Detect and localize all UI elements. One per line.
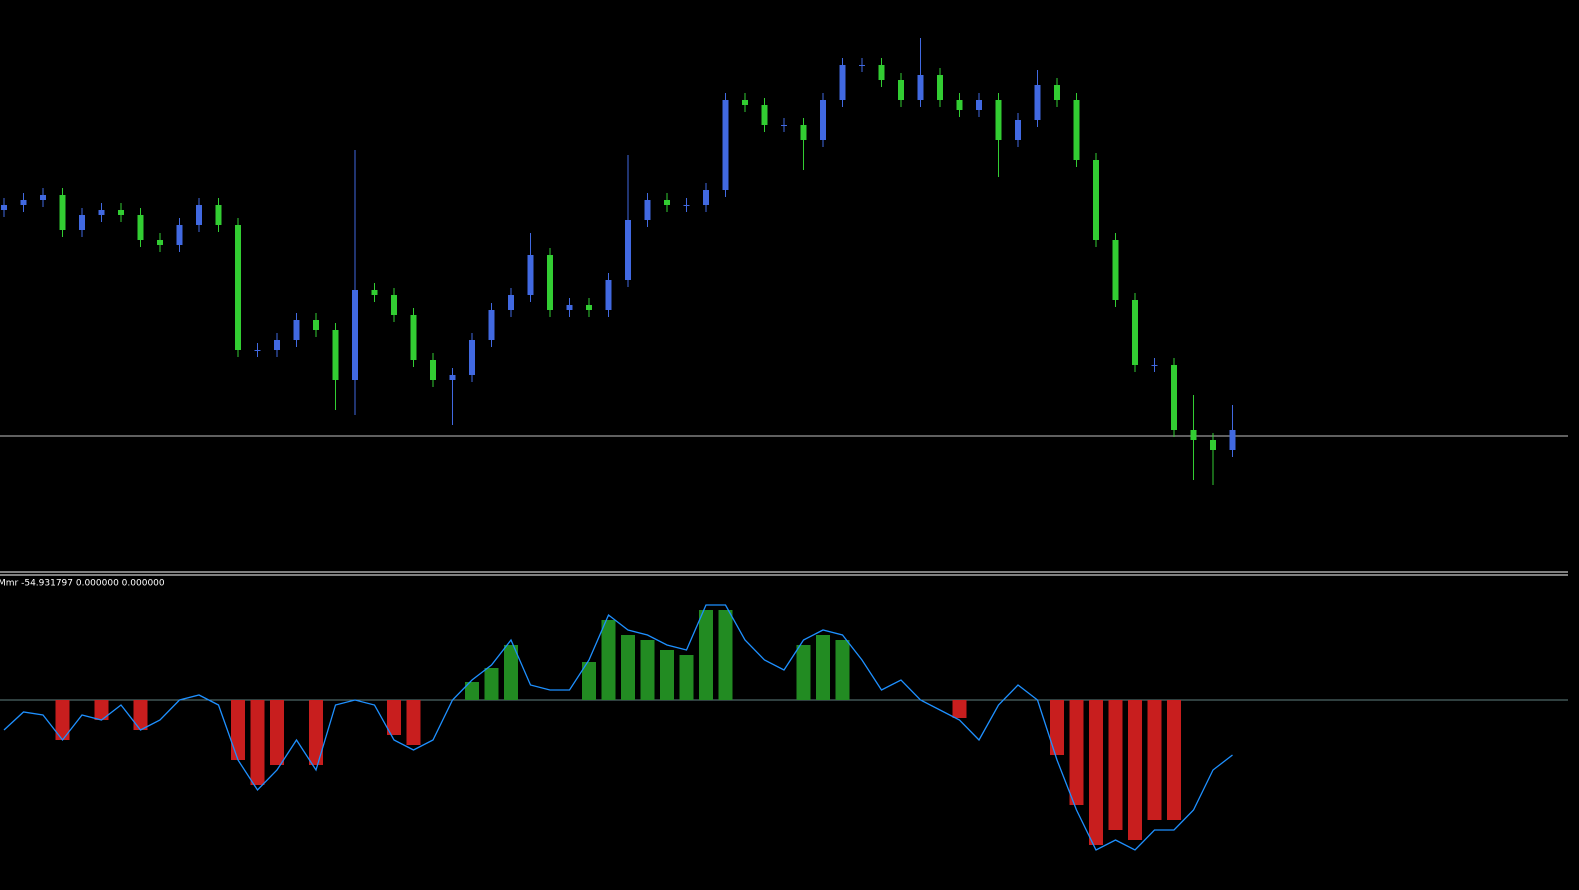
candle-body	[59, 195, 66, 230]
candle-body	[137, 215, 144, 240]
candle-body	[781, 125, 787, 126]
histogram-bar	[94, 700, 109, 720]
indicator-line	[3, 604, 1233, 851]
candle-body	[664, 200, 670, 205]
histogram-bar	[484, 668, 499, 700]
candle-body	[1054, 85, 1060, 100]
candle-body	[449, 375, 456, 380]
candle-body	[79, 215, 85, 230]
candle-body	[1034, 85, 1041, 120]
candle-body	[1, 205, 7, 210]
candle-body	[1073, 100, 1080, 160]
histogram-bar	[1089, 700, 1103, 845]
histogram-bar	[718, 610, 733, 700]
histogram-bar	[1128, 700, 1142, 840]
histogram-bar	[1167, 700, 1181, 820]
histogram-bar	[231, 700, 245, 760]
histogram-bar	[660, 650, 674, 700]
candle-body	[605, 280, 612, 310]
candle-body	[1151, 365, 1158, 366]
histogram-bar	[796, 645, 811, 700]
candle-body	[469, 340, 475, 375]
candle-body	[527, 255, 534, 295]
candle-body	[40, 195, 46, 200]
histogram-bar	[621, 635, 635, 700]
candle-body	[293, 320, 300, 340]
candle-body	[410, 315, 417, 360]
candle-body	[215, 205, 222, 225]
candle-body	[20, 200, 27, 205]
histogram-bar	[1069, 700, 1084, 805]
candle-body	[157, 240, 163, 245]
candle-body	[898, 80, 904, 100]
candle-body	[1132, 300, 1138, 365]
histogram-bar	[601, 620, 616, 700]
candle-body	[1190, 430, 1197, 440]
candle-body	[1015, 120, 1021, 140]
candle-body	[976, 100, 982, 110]
candle-body	[839, 65, 846, 100]
histogram-bar	[406, 700, 421, 745]
candle-body	[235, 225, 241, 350]
candle-body	[742, 100, 748, 105]
candle-body	[1229, 430, 1236, 450]
candle-body	[820, 100, 826, 140]
histogram-bar	[640, 640, 655, 700]
histogram-bar	[1147, 700, 1162, 820]
candle-body	[352, 290, 358, 380]
candle-body	[917, 75, 924, 100]
candle-body	[254, 350, 261, 351]
candle-body	[118, 210, 124, 215]
candle-body	[1171, 365, 1177, 430]
candle-body	[878, 65, 885, 80]
candle-body	[956, 100, 963, 110]
candle-body	[1093, 160, 1099, 240]
candle-body	[313, 320, 319, 330]
candle-body	[722, 100, 729, 190]
candle-body	[391, 295, 397, 315]
candle-body	[508, 295, 514, 310]
candle-body	[995, 100, 1002, 140]
histogram-bar	[952, 700, 967, 718]
candle-body	[683, 205, 690, 206]
candle-body	[1210, 440, 1216, 450]
histogram-bar	[504, 645, 518, 700]
candle-body	[1112, 240, 1119, 300]
candle-body	[274, 340, 280, 350]
histogram-bar	[699, 610, 713, 700]
candle-body	[371, 290, 378, 295]
histogram-bar	[1108, 700, 1123, 830]
histogram-bar	[679, 655, 694, 700]
candle-body	[703, 190, 709, 205]
candle-body	[937, 75, 943, 100]
histogram-bar	[582, 662, 596, 700]
candle-body	[547, 255, 553, 310]
histogram-bar	[270, 700, 284, 765]
candle-body	[800, 125, 807, 140]
candle-body	[176, 225, 183, 245]
histogram-bar	[309, 700, 323, 765]
candle-body	[196, 205, 202, 225]
histogram-bar	[387, 700, 401, 735]
histogram-bar	[55, 700, 70, 740]
candle-body	[761, 105, 768, 125]
candle-body	[859, 65, 865, 66]
indicator-label: Mmr -54.931797 0.000000 0.000000	[0, 579, 165, 589]
candle-body	[430, 360, 436, 380]
histogram-bar	[465, 682, 479, 700]
histogram-bar	[133, 700, 148, 730]
histogram-bar	[250, 700, 265, 785]
candle-body	[586, 305, 592, 310]
histogram-bar	[835, 640, 850, 700]
candle-body	[644, 200, 651, 220]
candle-body	[566, 305, 573, 310]
candle-body	[488, 310, 495, 340]
candle-body	[332, 330, 339, 380]
histogram-bar	[1050, 700, 1064, 755]
histogram-bar	[816, 635, 830, 700]
candle-body	[625, 220, 631, 280]
candle-body	[98, 210, 105, 215]
